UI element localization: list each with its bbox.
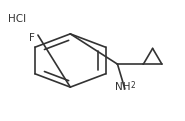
- Text: 2: 2: [130, 81, 135, 90]
- Text: F: F: [29, 33, 35, 42]
- Text: HCl: HCl: [8, 14, 26, 24]
- Text: NH: NH: [115, 82, 131, 92]
